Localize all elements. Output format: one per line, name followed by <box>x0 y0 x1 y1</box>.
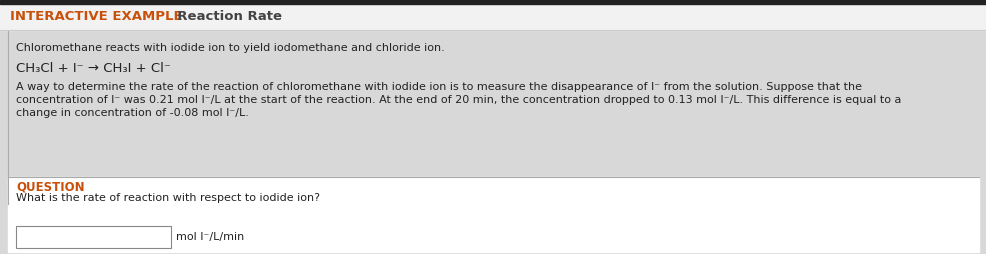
Text: CH₃Cl + I⁻ → CH₃I + Cl⁻: CH₃Cl + I⁻ → CH₃I + Cl⁻ <box>16 62 171 75</box>
Text: Reaction Rate: Reaction Rate <box>168 10 282 24</box>
Bar <box>16 226 171 248</box>
Text: change in concentration of -0.08 mol I⁻/L.: change in concentration of -0.08 mol I⁻/… <box>16 108 248 118</box>
Bar <box>0 4 986 30</box>
Bar <box>0 0 986 4</box>
Text: What is the rate of reaction with respect to iodide ion?: What is the rate of reaction with respec… <box>16 193 319 203</box>
Text: Chloromethane reacts with iodide ion to yield iodomethane and chloride ion.: Chloromethane reacts with iodide ion to … <box>16 43 445 53</box>
Text: mol I⁻/L/min: mol I⁻/L/min <box>176 232 244 242</box>
Text: QUESTION: QUESTION <box>16 180 85 193</box>
Bar <box>8 177 978 252</box>
Text: A way to determine the rate of the reaction of chloromethane with iodide ion is : A way to determine the rate of the react… <box>16 82 861 92</box>
Text: concentration of I⁻ was 0.21 mol I⁻/L at the start of the reaction. At the end o: concentration of I⁻ was 0.21 mol I⁻/L at… <box>16 95 900 105</box>
Text: INTERACTIVE EXAMPLE: INTERACTIVE EXAMPLE <box>10 10 182 24</box>
